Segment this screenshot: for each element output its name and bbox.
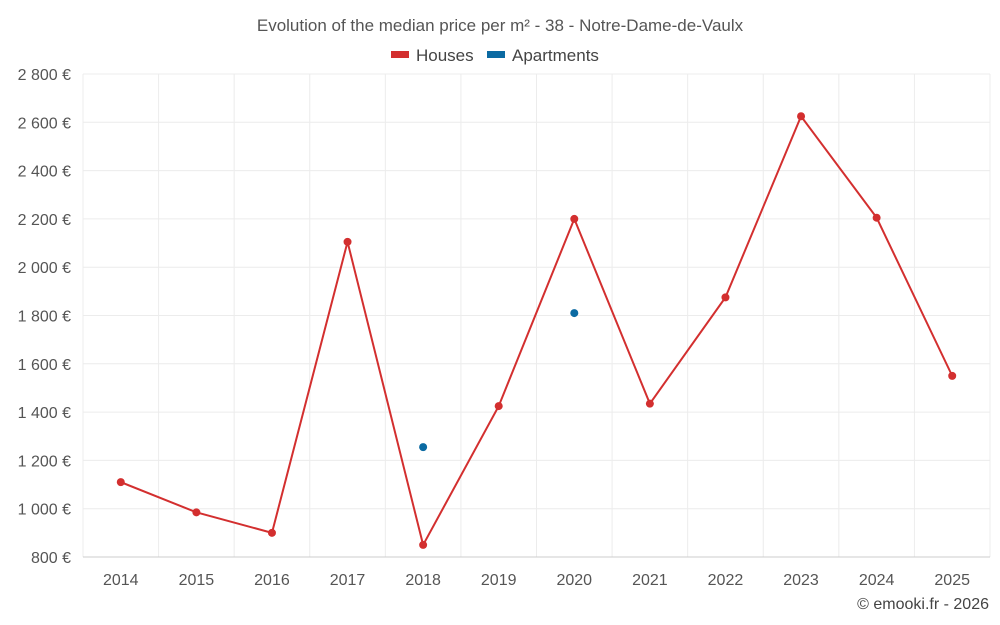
y-tick-label: 2 600 €: [18, 115, 71, 132]
y-tick-label: 800 €: [31, 550, 71, 567]
legend-swatch: [487, 51, 505, 58]
x-tick-label: 2023: [783, 572, 819, 589]
data-point: [797, 112, 806, 121]
y-tick-label: 1 400 €: [18, 405, 71, 422]
y-tick-label: 2 200 €: [18, 212, 71, 229]
data-point: [645, 399, 654, 408]
x-tick-label: 2020: [556, 572, 592, 589]
y-tick-label: 2 000 €: [18, 260, 71, 277]
y-tick-label: 2 400 €: [18, 164, 71, 181]
data-point: [116, 478, 125, 487]
y-tick-label: 1 600 €: [18, 357, 71, 374]
credit: © emooki.fr - 2026: [857, 596, 989, 613]
legend: Houses Apartments: [391, 46, 599, 65]
chart-title: Evolution of the median price per m² - 3…: [257, 16, 744, 35]
data-point: [419, 540, 428, 549]
x-tick-label: 2025: [934, 572, 970, 589]
data-point: [343, 237, 352, 246]
x-tick-label: 2024: [859, 572, 895, 589]
data-point: [570, 309, 579, 318]
legend-label: Apartments: [512, 46, 599, 65]
x-tick-label: 2021: [632, 572, 668, 589]
legend-label: Houses: [416, 46, 474, 65]
data-point: [721, 293, 730, 302]
x-tick-label: 2015: [179, 572, 215, 589]
y-tick-label: 1 000 €: [18, 502, 71, 519]
x-tick-label: 2016: [254, 572, 290, 589]
axes: 800 € 1 000 € 1 200 € 1 400 € 1 600 € 1 800 €…: [18, 67, 990, 589]
data-point: [872, 213, 881, 222]
y-tick-label: 2 800 €: [18, 67, 71, 84]
data-point: [267, 528, 276, 537]
series-line: [120, 114, 954, 548]
data-point: [570, 214, 579, 223]
x-tick-label: 2017: [330, 572, 366, 589]
x-tick-label: 2018: [405, 572, 441, 589]
legend-swatch: [391, 51, 409, 58]
y-tick-label: 1 800 €: [18, 309, 71, 326]
x-tick-label: 2014: [103, 572, 139, 589]
data-point: [192, 508, 201, 517]
series-layer: [116, 112, 957, 549]
x-tick-label: 2019: [481, 572, 517, 589]
data-point: [948, 371, 957, 380]
grid: [82, 73, 991, 558]
data-point: [494, 402, 503, 411]
data-point: [419, 443, 428, 452]
y-tick-label: 1 200 €: [18, 453, 71, 470]
x-tick-label: 2022: [708, 572, 744, 589]
